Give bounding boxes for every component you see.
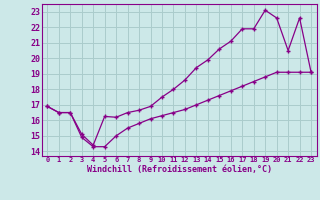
X-axis label: Windchill (Refroidissement éolien,°C): Windchill (Refroidissement éolien,°C) xyxy=(87,165,272,174)
